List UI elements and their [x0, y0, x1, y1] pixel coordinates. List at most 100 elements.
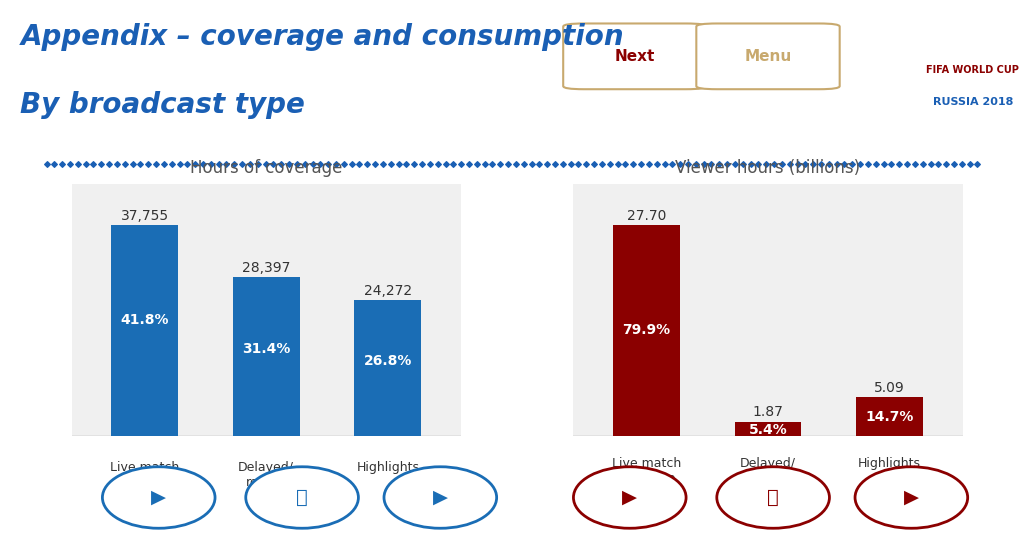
Point [579, 159, 595, 168]
Point [884, 159, 900, 168]
Point [171, 159, 187, 168]
Point [101, 159, 118, 168]
Text: 26.8%: 26.8% [364, 354, 412, 368]
Point [437, 159, 454, 168]
Point [837, 159, 853, 168]
Point [328, 159, 344, 168]
Text: By broadcast type: By broadcast type [20, 91, 305, 119]
Point [570, 159, 587, 168]
Point [265, 159, 282, 168]
Point [680, 159, 696, 168]
Point [179, 159, 196, 168]
Point [751, 159, 767, 168]
Point [899, 159, 915, 168]
Point [758, 159, 774, 168]
Point [719, 159, 735, 168]
Point [641, 159, 657, 168]
Point [962, 159, 978, 168]
Point [414, 159, 430, 168]
Point [820, 159, 837, 168]
Bar [734, 421, 802, 436]
Point [461, 159, 477, 168]
Point [938, 159, 954, 168]
Point [429, 159, 445, 168]
Bar [613, 225, 680, 436]
Point [515, 159, 531, 168]
Text: 14.7%: 14.7% [865, 410, 913, 424]
Bar [112, 225, 178, 436]
Text: Delayed/
repeat: Delayed/ repeat [239, 461, 294, 489]
Title: Viewer hours (billions): Viewer hours (billions) [676, 159, 860, 177]
Point [790, 159, 806, 168]
Point [383, 159, 399, 168]
Text: FIFA WORLD CUP: FIFA WORLD CUP [927, 65, 1019, 75]
Text: ▶: ▶ [152, 488, 166, 507]
Point [164, 159, 180, 168]
Text: 27.70: 27.70 [627, 209, 666, 222]
Point [648, 159, 665, 168]
Point [586, 159, 602, 168]
Point [304, 159, 321, 168]
Point [398, 159, 415, 168]
Point [860, 159, 877, 168]
Point [336, 159, 352, 168]
Point [367, 159, 383, 168]
Text: ▶: ▶ [904, 488, 919, 507]
Point [625, 159, 641, 168]
Point [930, 159, 946, 168]
Point [187, 159, 204, 168]
Text: Live match
coverage: Live match coverage [611, 457, 681, 485]
Text: ▶: ▶ [623, 488, 637, 507]
Text: 41.8%: 41.8% [121, 313, 169, 327]
Point [656, 159, 673, 168]
Text: ▶: ▶ [433, 488, 447, 507]
Text: 5.4%: 5.4% [749, 423, 787, 437]
Point [109, 159, 125, 168]
Point [46, 159, 62, 168]
Point [312, 159, 329, 168]
Point [375, 159, 391, 168]
Text: Live match
coverage: Live match coverage [110, 461, 179, 489]
Point [617, 159, 634, 168]
Point [407, 159, 423, 168]
Bar [856, 397, 923, 436]
Text: Delayed/
repeat: Delayed/ repeat [740, 457, 796, 485]
Text: Highlights: Highlights [858, 457, 922, 470]
Point [70, 159, 86, 168]
Point [970, 159, 986, 168]
Point [257, 159, 273, 168]
Text: 79.9%: 79.9% [623, 324, 671, 338]
Text: 37,755: 37,755 [121, 209, 169, 222]
Text: 28,397: 28,397 [242, 261, 291, 275]
Point [813, 159, 829, 168]
Point [124, 159, 140, 168]
Point [233, 159, 250, 168]
Point [203, 159, 219, 168]
Point [805, 159, 821, 168]
Point [469, 159, 485, 168]
Point [953, 159, 970, 168]
Point [297, 159, 313, 168]
Point [906, 159, 923, 168]
Point [93, 159, 110, 168]
Point [766, 159, 782, 168]
Point [711, 159, 727, 168]
Point [476, 159, 493, 168]
Point [867, 159, 884, 168]
FancyBboxPatch shape [563, 23, 707, 89]
Point [727, 159, 743, 168]
Point [852, 159, 868, 168]
Text: ⏰: ⏰ [767, 488, 779, 507]
Text: Appendix – coverage and consumption: Appendix – coverage and consumption [20, 23, 624, 51]
Point [226, 159, 243, 168]
Point [633, 159, 649, 168]
Point [923, 159, 939, 168]
Point [688, 159, 705, 168]
FancyBboxPatch shape [696, 23, 840, 89]
Text: Next: Next [614, 49, 655, 64]
Point [319, 159, 336, 168]
Point [665, 159, 681, 168]
Point [484, 159, 501, 168]
Text: 1.87: 1.87 [753, 405, 783, 419]
Point [453, 159, 469, 168]
